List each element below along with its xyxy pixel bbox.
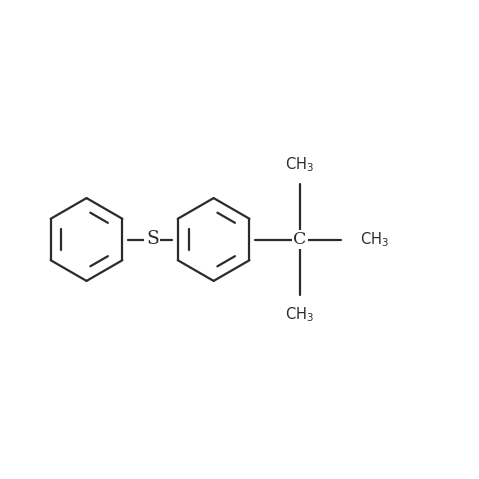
Text: C: C bbox=[293, 231, 307, 248]
Text: CH$_3$: CH$_3$ bbox=[285, 306, 314, 324]
Text: S: S bbox=[146, 230, 159, 249]
Text: CH$_3$: CH$_3$ bbox=[360, 230, 388, 249]
Text: CH$_3$: CH$_3$ bbox=[285, 155, 314, 173]
